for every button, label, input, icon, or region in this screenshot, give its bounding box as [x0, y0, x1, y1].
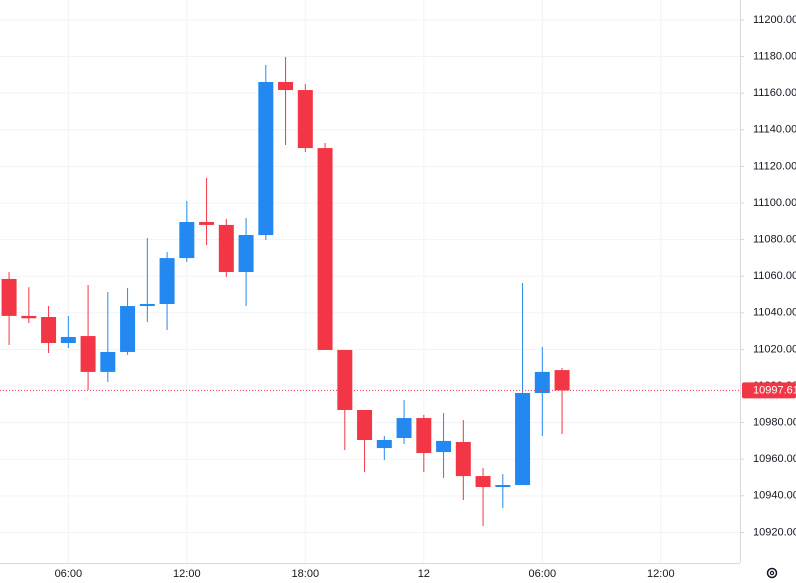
y-tick-label: 11080.00 — [753, 233, 796, 245]
candle-body — [80, 336, 96, 372]
y-tick-label: 11160.00 — [753, 87, 796, 99]
candle-body — [337, 349, 353, 410]
candle-body — [120, 306, 136, 352]
y-tick-label: 11120.00 — [753, 160, 796, 172]
y-tick-label: 11100.00 — [753, 197, 796, 209]
y-tick-label: 11020.00 — [753, 343, 796, 355]
y-tick-label: 11060.00 — [753, 270, 796, 282]
x-tick-label: 12:00 — [173, 568, 201, 580]
x-tick-label: 06:00 — [529, 568, 557, 580]
candle-body — [475, 476, 491, 488]
candle-body — [21, 315, 37, 319]
y-tick-label: 11140.00 — [753, 124, 796, 136]
candle-body — [1, 278, 17, 316]
candle-body — [139, 304, 155, 307]
candle-body — [534, 371, 550, 393]
candle-body — [100, 351, 116, 372]
candle-body — [159, 258, 175, 305]
x-tick-label: 12 — [418, 568, 430, 580]
gear-hub[interactable] — [769, 570, 775, 576]
gear[interactable] — [766, 567, 778, 579]
candle-body — [515, 392, 531, 486]
candle-body — [455, 442, 471, 477]
y-tick-label: 10940.00 — [753, 490, 796, 502]
candle-body — [396, 418, 412, 438]
candle-body — [41, 317, 57, 343]
x-tick-label: 06:00 — [55, 568, 83, 580]
y-tick-label: 11200.00 — [753, 14, 796, 26]
candle-body — [238, 235, 254, 272]
candle-body — [554, 370, 570, 391]
y-tick-label: 10920.00 — [753, 526, 796, 538]
candle-body — [199, 222, 215, 225]
candle-body — [278, 81, 294, 91]
y-tick-label: 11180.00 — [753, 50, 796, 62]
candle-body — [258, 81, 274, 236]
candle-body — [317, 148, 333, 350]
candle-body — [416, 418, 432, 453]
x-tick-label: 18:00 — [292, 568, 320, 580]
last-price-label: 10997.61 — [753, 384, 796, 396]
candle-body — [179, 222, 195, 259]
last-price-box — [742, 382, 796, 399]
candle-body — [376, 440, 392, 449]
y-tick-label: 11040.00 — [753, 307, 796, 319]
settings-icon[interactable] — [766, 567, 778, 579]
x-tick-label: 12:00 — [647, 568, 675, 580]
candle-body — [495, 485, 511, 488]
candle-body — [60, 336, 76, 343]
candle-body — [297, 90, 313, 149]
candle-body — [436, 440, 452, 453]
y-tick-label: 10980.00 — [753, 417, 796, 429]
candle-body — [218, 224, 234, 272]
candle-body — [357, 409, 373, 441]
y-tick-label: 10960.00 — [753, 453, 796, 465]
